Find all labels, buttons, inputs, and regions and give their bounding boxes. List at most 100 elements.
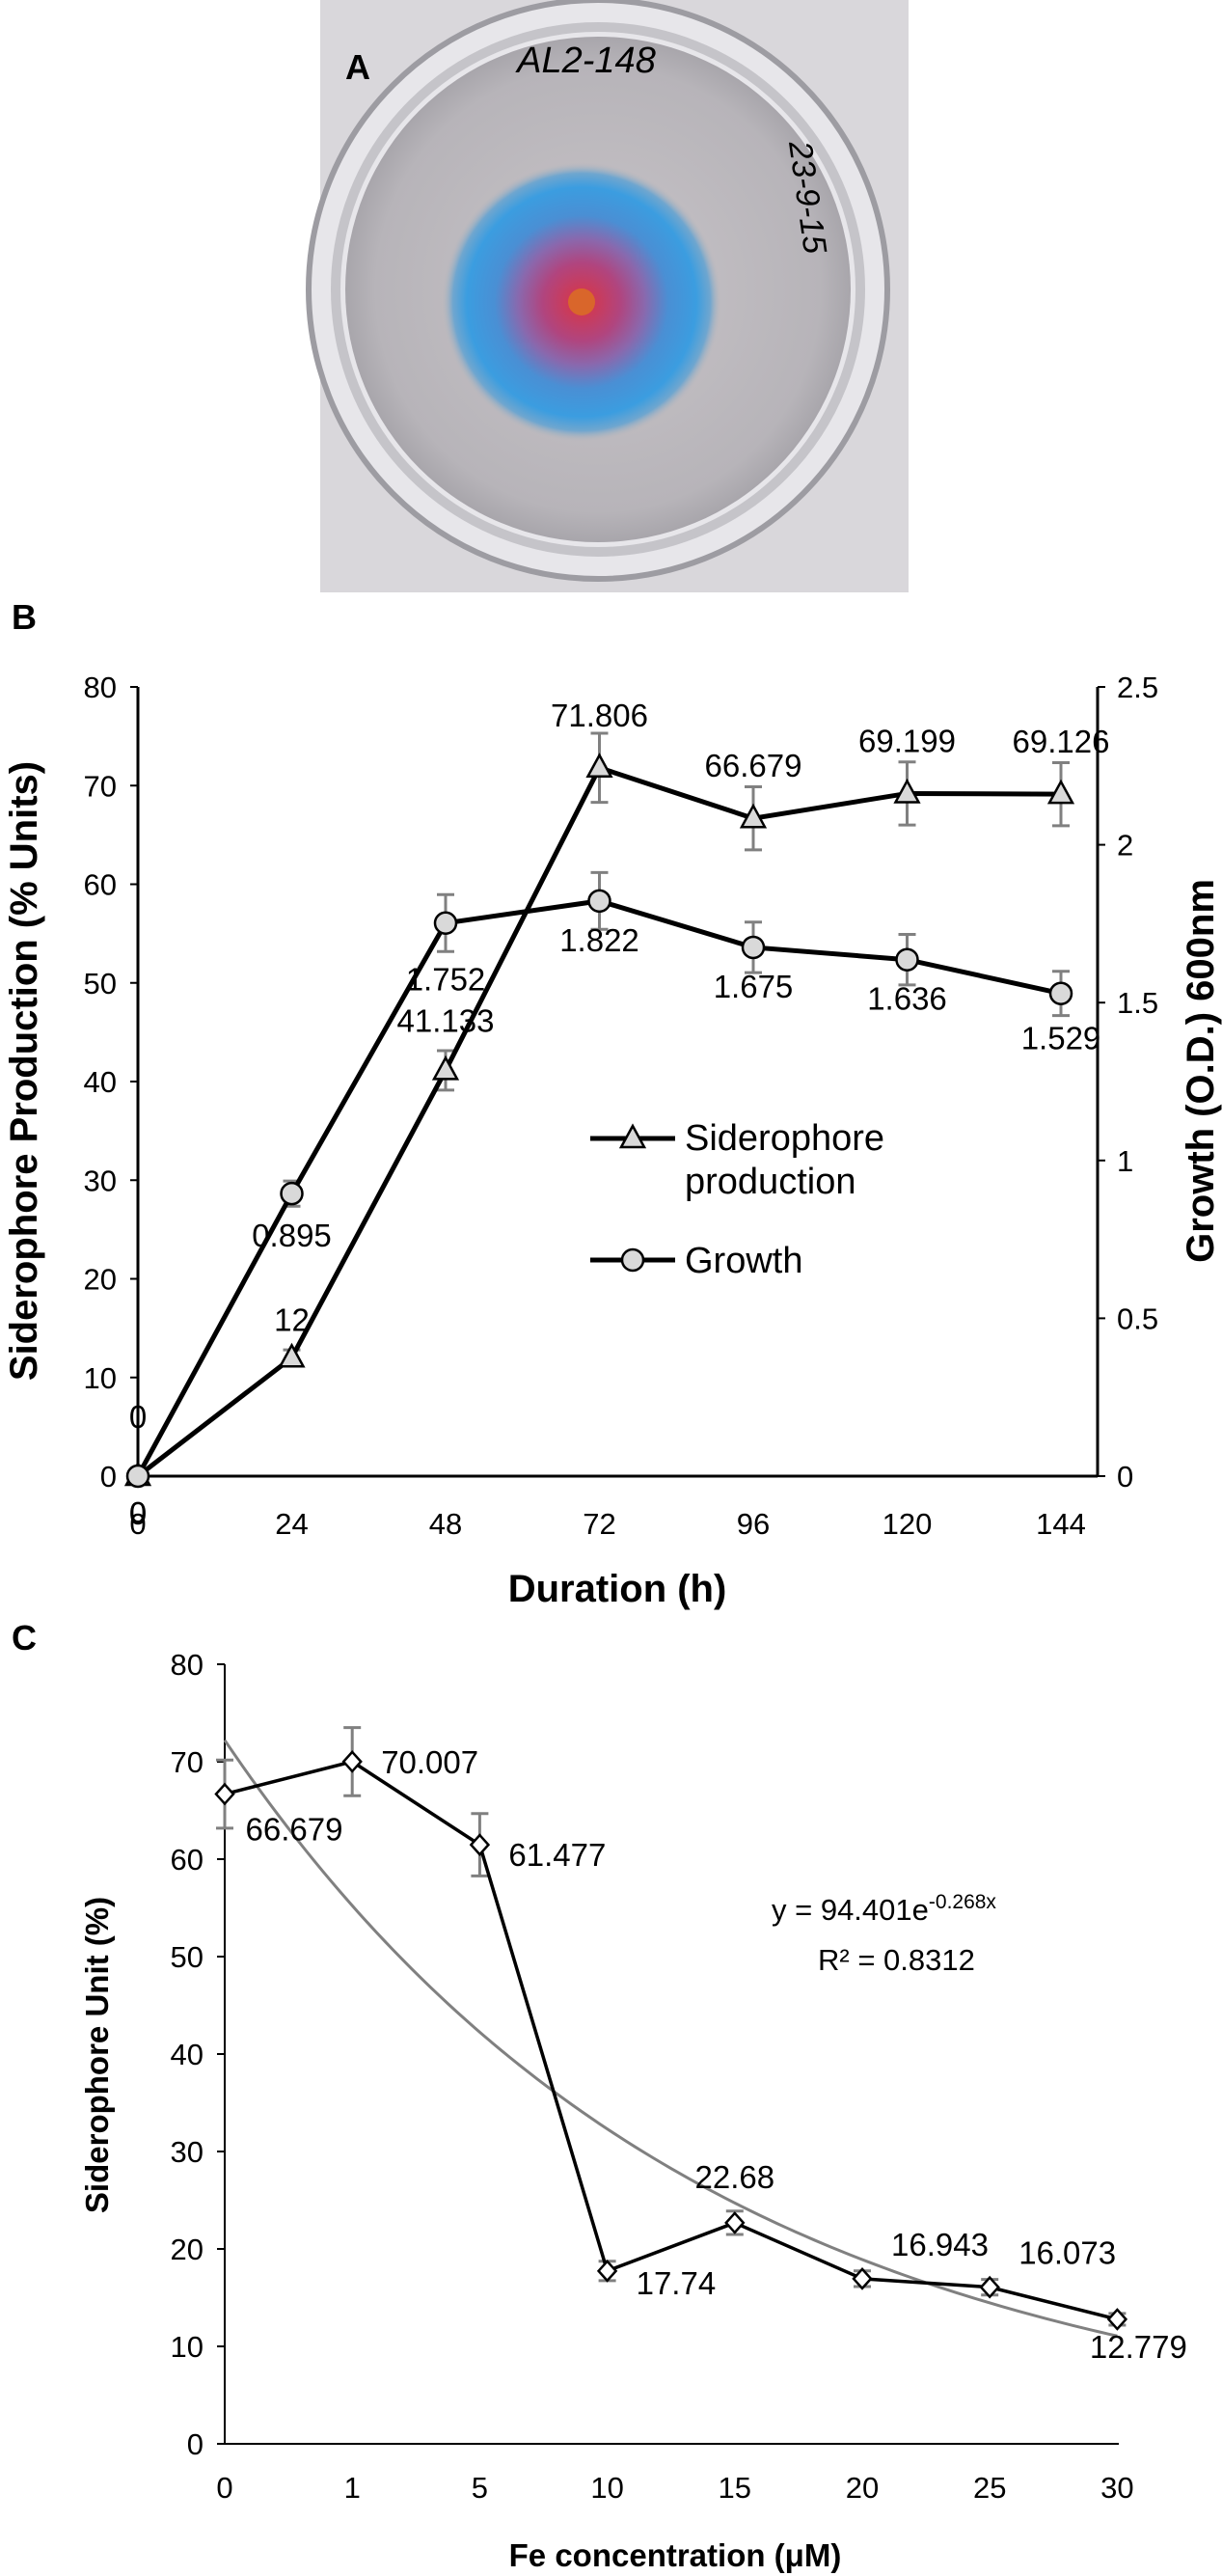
y-tick-label: 10 [171,2330,204,2364]
x-tick-label: 10 [590,2471,623,2505]
x-tick-label: 30 [1100,2471,1133,2505]
siderophore-marker [431,1055,460,1081]
panel-a: A AL2-148 23-9-15 [306,0,909,592]
siderophore-unit-marker [1106,2308,1128,2331]
siderophore-unit-marker [852,2267,873,2290]
y-tick-label: 20 [84,1263,117,1297]
growth-marker [741,935,766,960]
x-tick-label: 72 [583,1507,615,1541]
siderophore-unit-marker [979,2275,1000,2299]
legend-growth-marker [620,1247,645,1273]
y-tick-label: 60 [171,1843,204,1877]
siderophore-marker [739,803,768,829]
siderophore-data-label: 66.679 [705,748,802,783]
panel-label-a: A [345,47,370,87]
y2-tick-label: 0 [1117,1460,1133,1494]
siderophore-data-label: 41.133 [397,1002,495,1038]
siderophore-unit-data-label: 17.74 [637,2265,717,2301]
trendline-equation: y = 94.401e-0.268x [772,1891,996,1927]
exponential-trendline [223,1739,1118,2338]
x-tick-label: 5 [472,2471,488,2505]
x-tick-label: 20 [846,2471,879,2505]
panel-label-b: B [12,597,37,637]
legend-growth-label: Growth [685,1241,802,1281]
growth-marker [125,1464,150,1489]
legend-siderophore-marker [618,1123,647,1149]
panel-b-chart: B 0 10 20 30 40 50 60 70 80 0 0.5 1 1.5 2 2.5 0 24 48 72 96… [3,597,1222,1610]
growth-marker [280,1181,304,1206]
x-tick-label: 15 [719,2471,751,2505]
plate-label-top: AL2-148 [515,41,656,81]
trendline-r-squared: R² = 0.8312 [818,1943,975,1977]
siderophore-unit-data-label: 61.477 [508,1837,606,1873]
y2-tick-label: 2.5 [1117,671,1158,704]
y-tick-label: 50 [171,1940,204,1974]
x-tick-label: 144 [1036,1507,1086,1541]
siderophore-unit-data-label: 22.68 [695,2159,775,2195]
growth-marker [433,911,458,935]
y-tick-label: 0 [187,2427,204,2461]
y-tick-label: 80 [171,1648,204,1682]
siderophore-unit-data-label: 66.679 [246,1812,343,1848]
petri-dish-inner-rim [331,22,865,557]
siderophore-marker [278,1342,306,1368]
siderophore-marker [1046,779,1075,805]
x-tick-label: 48 [429,1507,462,1541]
siderophore-data-label: 71.806 [551,698,648,733]
growth-marker [1048,981,1073,1005]
siderophore-marker [893,778,921,804]
siderophore-unit-marker [724,2211,746,2234]
growth-data-label: 0 [129,1495,147,1531]
x-tick-label: 120 [883,1507,933,1541]
growth-data-label: 1.752 [406,962,486,998]
siderophore-unit-marker [214,1782,235,1806]
legend-siderophore-label-line1: Siderophore [685,1118,884,1159]
x-axis-title: Duration (h) [508,1568,727,1610]
y-tick-label: 10 [84,1361,117,1395]
y-axis-title: Siderophore Production (% Units) [3,761,45,1381]
siderophore-marker [585,753,613,779]
y-tick-label: 70 [171,1745,204,1779]
siderophore-unit-marker [469,1833,491,1856]
y-tick-label: 30 [171,2135,204,2169]
bacterial-colony [568,288,595,315]
siderophore-unit-marker [341,1750,363,1773]
x-tick-label: 25 [973,2471,1006,2505]
growth-data-label: 1.636 [867,981,947,1017]
y-tick-label: 70 [84,769,117,803]
y2-tick-label: 1 [1117,1144,1133,1178]
x-tick-label-overlap: 0 [129,1495,146,1529]
growth-data-label: 0.895 [252,1218,332,1253]
growth-data-label: 1.529 [1021,1021,1101,1056]
y-tick-label: 20 [171,2233,204,2266]
y2-axis-title: Growth (O.D.) 600nm [1180,879,1222,1263]
x-tick-label: 1 [344,2471,361,2505]
y2-tick-label: 2 [1117,829,1133,863]
siderophore-data-label: 69.126 [1013,724,1110,759]
legend-siderophore-label-line2: production [685,1162,855,1202]
x-tick-label: 0 [129,1507,146,1541]
y2-tick-label: 1.5 [1117,986,1158,1020]
siderophore-data-label: 0 [129,1399,147,1435]
siderophore-unit-marker [596,2259,618,2283]
y-tick-label: 40 [84,1065,117,1099]
x-axis-title: Fe concentration (μM) [509,2537,842,2573]
growth-marker [895,947,919,972]
siderophore-unit-data-label: 12.779 [1090,2329,1187,2365]
growth-marker [587,889,611,914]
growth-data-label: 1.675 [714,969,794,1004]
siderophore-unit-data-label: 70.007 [381,1744,478,1780]
y-tick-label: 60 [84,868,117,902]
panel-label-c: C [12,1618,37,1658]
siderophore-unit-data-label: 16.073 [1018,2235,1116,2271]
siderophore-data-label: 12 [274,1302,310,1337]
y-tick-label: 40 [171,2038,204,2071]
y-tick-label: 0 [100,1460,117,1494]
siderophore-data-label: 69.199 [858,723,956,758]
siderophore-unit-line [224,1760,1118,2321]
y-tick-label: 50 [84,967,117,1000]
siderophore-unit-data-label: 16.943 [891,2227,989,2262]
y-tick-label: 80 [84,671,117,704]
x-tick-label: 96 [737,1507,770,1541]
